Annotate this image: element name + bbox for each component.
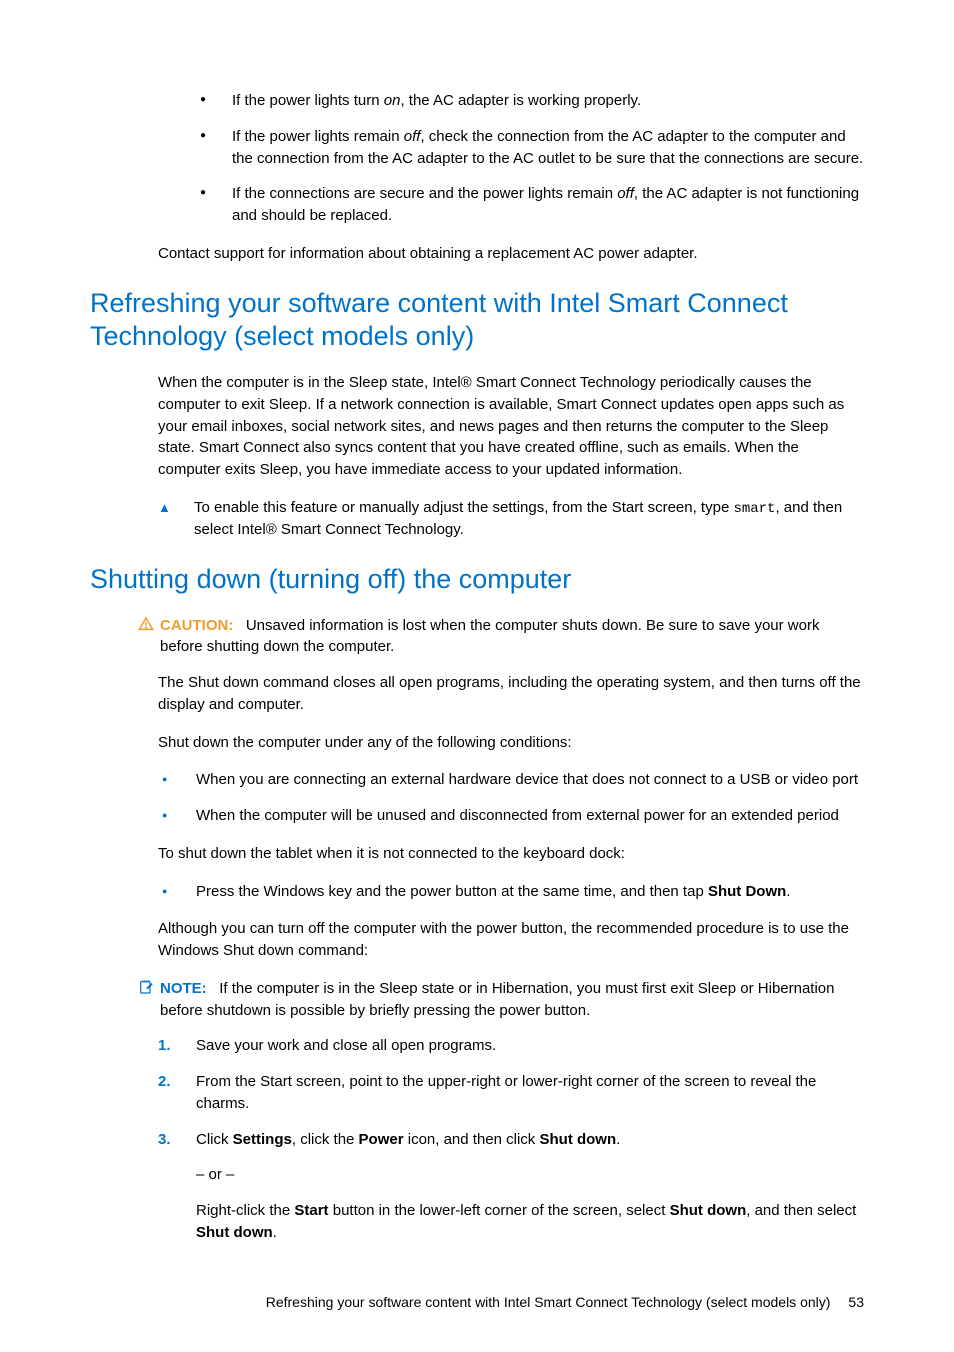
smart-connect-description: When the computer is in the Sleep state,… bbox=[158, 372, 864, 481]
shutdown-conditions-list: When you are connecting an external hard… bbox=[158, 769, 864, 827]
text: , and then select bbox=[746, 1202, 856, 1219]
enable-step: ▲ To enable this feature or manually adj… bbox=[158, 497, 864, 541]
text: Right-click the bbox=[196, 1202, 294, 1219]
note-label: NOTE: bbox=[160, 980, 207, 997]
text: . bbox=[786, 883, 790, 900]
text: , the AC adapter is working properly. bbox=[400, 92, 641, 109]
tablet-shutdown-list: Press the Windows key and the power butt… bbox=[158, 881, 864, 903]
text: To enable this feature or manually adjus… bbox=[194, 499, 733, 516]
although-para: Although you can turn off the computer w… bbox=[158, 918, 864, 962]
text: , click the bbox=[292, 1131, 359, 1148]
heading-smart-connect: Refreshing your software content with In… bbox=[90, 287, 864, 355]
list-item: Press the Windows key and the power butt… bbox=[158, 881, 864, 903]
step-text: Save your work and close all open progra… bbox=[196, 1035, 864, 1057]
alternative-step: Right-click the Start button in the lowe… bbox=[196, 1200, 864, 1244]
bold-text: Start bbox=[294, 1202, 328, 1219]
triangle-icon: ▲ bbox=[158, 497, 194, 518]
bold-text: Shut down bbox=[539, 1131, 616, 1148]
or-divider: – or – bbox=[196, 1164, 864, 1186]
text: If the power lights remain bbox=[232, 128, 404, 145]
page-footer: Refreshing your software content with In… bbox=[90, 1292, 864, 1312]
step-3: 3. Click Settings, click the Power icon,… bbox=[158, 1129, 864, 1151]
note-text: NOTE: If the computer is in the Sleep st… bbox=[160, 978, 864, 1022]
text: If the power lights turn bbox=[232, 92, 384, 109]
shutdown-description: The Shut down command closes all open pr… bbox=[158, 672, 864, 716]
note-icon bbox=[138, 978, 160, 1002]
bold-text: Shut Down bbox=[708, 883, 786, 900]
bold-text: Settings bbox=[233, 1131, 292, 1148]
note-callout: NOTE: If the computer is in the Sleep st… bbox=[138, 978, 864, 1022]
shutdown-conditions-intro: Shut down the computer under any of the … bbox=[158, 732, 864, 754]
text: button in the lower-left corner of the s… bbox=[329, 1202, 670, 1219]
italic-text: on bbox=[384, 92, 401, 109]
heading-shutdown: Shutting down (turning off) the computer bbox=[90, 563, 864, 597]
text: Unsaved information is lost when the com… bbox=[160, 617, 819, 656]
list-item: If the power lights remain off, check th… bbox=[200, 126, 864, 170]
tablet-shutdown-intro: To shut down the tablet when it is not c… bbox=[158, 843, 864, 865]
text: . bbox=[273, 1224, 277, 1241]
shutdown-steps: 1. Save your work and close all open pro… bbox=[158, 1035, 864, 1150]
step-number: 1. bbox=[158, 1035, 196, 1057]
text: Press the Windows key and the power butt… bbox=[196, 883, 708, 900]
step-1: 1. Save your work and close all open pro… bbox=[158, 1035, 864, 1057]
text: If the computer is in the Sleep state or… bbox=[160, 980, 835, 1019]
step-number: 2. bbox=[158, 1071, 196, 1093]
italic-text: off bbox=[404, 128, 421, 145]
bold-text: Shut down bbox=[196, 1224, 273, 1241]
text: If the connections are secure and the po… bbox=[232, 185, 617, 202]
page-number: 53 bbox=[848, 1292, 864, 1312]
contact-support-text: Contact support for information about ob… bbox=[158, 243, 864, 265]
text: Click bbox=[196, 1131, 233, 1148]
list-item: When the computer will be unused and dis… bbox=[158, 805, 864, 827]
text: icon, and then click bbox=[404, 1131, 540, 1148]
step-2: 2. From the Start screen, point to the u… bbox=[158, 1071, 864, 1115]
step-text: From the Start screen, point to the uppe… bbox=[196, 1071, 864, 1115]
mono-text: smart bbox=[733, 501, 775, 517]
step-text: To enable this feature or manually adjus… bbox=[194, 497, 864, 541]
text: . bbox=[616, 1131, 620, 1148]
step-number: 3. bbox=[158, 1129, 196, 1151]
step-text: Click Settings, click the Power icon, an… bbox=[196, 1129, 864, 1151]
power-light-bullets: If the power lights turn on, the AC adap… bbox=[200, 90, 864, 227]
caution-text: CAUTION: Unsaved information is lost whe… bbox=[160, 615, 864, 659]
bold-text: Shut down bbox=[670, 1202, 747, 1219]
bold-text: Power bbox=[359, 1131, 404, 1148]
list-item: If the connections are secure and the po… bbox=[200, 183, 864, 227]
list-item: When you are connecting an external hard… bbox=[158, 769, 864, 791]
caution-icon bbox=[138, 615, 160, 639]
italic-text: off bbox=[617, 185, 634, 202]
caution-label: CAUTION: bbox=[160, 617, 233, 634]
caution-callout: CAUTION: Unsaved information is lost whe… bbox=[138, 615, 864, 659]
footer-title: Refreshing your software content with In… bbox=[266, 1292, 831, 1312]
list-item: If the power lights turn on, the AC adap… bbox=[200, 90, 864, 112]
